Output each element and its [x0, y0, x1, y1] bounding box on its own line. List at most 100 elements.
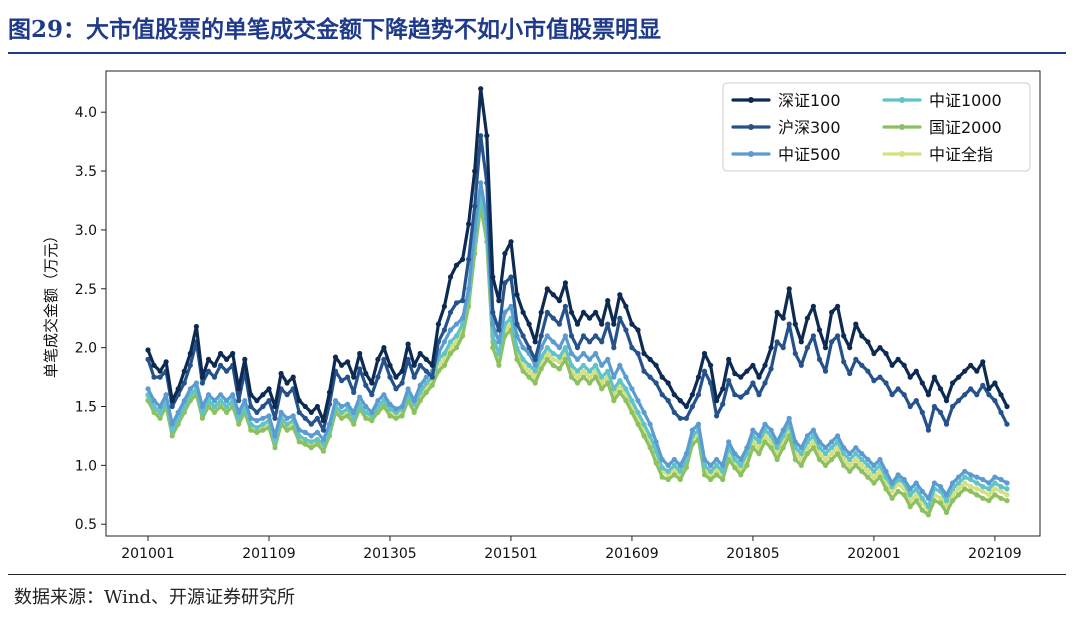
legend-marker	[748, 151, 754, 157]
data-point	[218, 392, 224, 398]
data-point	[580, 309, 587, 315]
data-point	[774, 445, 780, 451]
data-point	[435, 368, 441, 374]
plot-frame	[105, 70, 1041, 537]
data-point	[786, 286, 792, 292]
data-point	[248, 415, 254, 421]
data-point	[998, 484, 1004, 490]
data-point	[744, 445, 750, 451]
data-point	[913, 480, 919, 486]
data-point	[224, 368, 230, 374]
data-point	[490, 333, 496, 339]
data-point	[641, 368, 647, 374]
data-point	[1004, 403, 1010, 410]
data-point	[605, 380, 611, 386]
y-tick-label: 3.0	[75, 223, 97, 239]
data-point	[962, 486, 968, 492]
data-point	[962, 368, 968, 374]
data-point	[411, 409, 417, 415]
data-point	[720, 462, 726, 468]
data-point	[714, 462, 720, 468]
data-point	[369, 380, 375, 386]
data-point	[532, 380, 538, 386]
series-layer	[145, 86, 1010, 518]
data-point	[550, 339, 556, 345]
data-point	[895, 386, 901, 392]
data-point	[877, 456, 883, 463]
data-point	[345, 401, 351, 407]
data-point	[484, 133, 490, 139]
data-point	[647, 374, 653, 380]
data-point	[393, 386, 399, 392]
data-point	[780, 445, 786, 451]
data-point	[472, 203, 478, 209]
data-point	[889, 392, 895, 398]
data-point	[786, 415, 792, 421]
data-point	[992, 480, 998, 486]
data-point	[490, 345, 496, 351]
data-point	[986, 498, 992, 504]
data-point	[562, 303, 569, 309]
data-point	[460, 256, 466, 262]
data-point	[853, 462, 859, 468]
data-point	[520, 309, 526, 315]
data-point	[943, 498, 950, 504]
data-point	[895, 356, 901, 362]
y-tick-label: 0.5	[75, 517, 97, 533]
data-point	[224, 356, 230, 362]
data-point	[998, 495, 1004, 501]
data-point	[526, 321, 532, 327]
data-point	[732, 465, 738, 471]
data-point	[199, 415, 205, 421]
data-point	[913, 498, 919, 504]
data-point	[175, 409, 181, 415]
data-point	[453, 321, 460, 327]
data-point	[562, 280, 569, 286]
data-point	[387, 401, 393, 407]
data-point	[895, 472, 901, 478]
data-point	[230, 350, 236, 357]
data-point	[284, 380, 290, 386]
data-point	[829, 451, 835, 457]
data-point	[308, 421, 314, 427]
data-point	[659, 392, 665, 398]
data-point	[169, 398, 175, 404]
data-point	[738, 462, 744, 468]
series-2	[145, 133, 1010, 433]
data-point	[447, 274, 454, 280]
data-point	[889, 488, 895, 494]
legend: 深证100 沪深300 中证500 中证1000 国证2000 中证全指	[722, 82, 1031, 172]
data-point	[708, 476, 714, 483]
data-point	[950, 403, 956, 410]
data-point	[145, 356, 151, 362]
data-point	[550, 350, 556, 357]
data-point	[841, 333, 847, 339]
data-point	[1004, 498, 1010, 504]
data-point	[798, 362, 804, 368]
data-point	[750, 427, 756, 433]
data-point	[871, 462, 877, 468]
data-point	[580, 362, 587, 368]
data-point	[919, 380, 925, 386]
data-point	[151, 398, 157, 404]
data-point	[635, 409, 641, 415]
data-point	[629, 321, 635, 327]
data-point	[478, 133, 484, 139]
data-point	[526, 345, 532, 351]
legend-marker	[899, 124, 905, 130]
data-point	[901, 392, 907, 398]
data-point	[835, 303, 841, 309]
data-point	[714, 472, 720, 478]
data-point	[925, 392, 932, 398]
data-point	[889, 484, 895, 490]
data-point	[587, 315, 593, 321]
data-point	[326, 421, 333, 427]
data-point	[738, 374, 744, 380]
data-point	[768, 427, 774, 433]
data-point	[980, 476, 986, 483]
data-point	[822, 368, 829, 374]
data-point	[320, 441, 326, 447]
data-point	[248, 427, 254, 433]
legend-label: 深证100	[778, 91, 841, 110]
data-point	[205, 368, 212, 374]
